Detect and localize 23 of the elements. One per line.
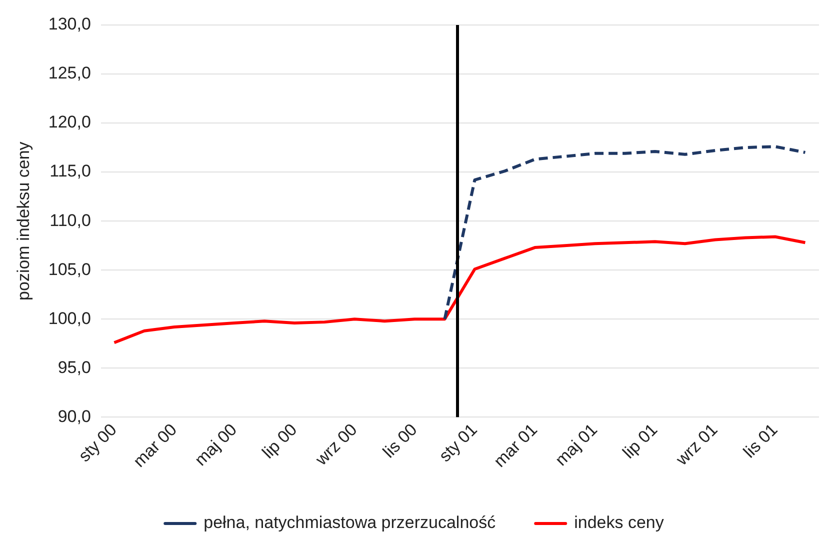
y-tick-label: 100,0 (48, 308, 91, 328)
legend-label: indeks ceny (574, 513, 664, 532)
x-tick-label: wrz 00 (311, 420, 361, 470)
y-axis-title: poziom indeksu ceny (14, 141, 33, 300)
y-tick-label: 90,0 (58, 406, 91, 426)
y-tick-label: 130,0 (48, 14, 91, 34)
x-tick-label: lis 00 (379, 420, 421, 462)
y-tick-label: 120,0 (48, 112, 91, 132)
x-tick-label: maj 00 (191, 420, 241, 470)
x-tick-label: mar 00 (130, 420, 180, 471)
x-tick-label: mar 01 (490, 420, 541, 471)
y-tick-label: 105,0 (48, 260, 91, 279)
x-tick-label: lis 01 (740, 420, 782, 462)
x-tick-label: lip 00 (258, 420, 301, 462)
y-tick-label: 110,0 (50, 210, 91, 230)
x-tick-label: wrz 01 (672, 420, 722, 470)
legend-label: pełna, natychmiastowa przerzucalność (204, 513, 496, 532)
y-tick-label: 95,0 (58, 358, 91, 377)
x-tick-label: lip 01 (618, 420, 662, 462)
y-tick-label: 125,0 (48, 64, 91, 83)
x-tick-label: sty 01 (435, 420, 481, 466)
x-tick-label: maj 01 (552, 420, 602, 470)
y-tick-label: 115,0 (50, 162, 91, 181)
